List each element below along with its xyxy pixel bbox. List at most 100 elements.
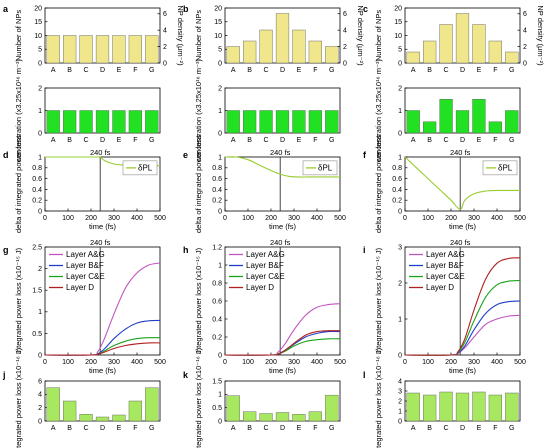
bar-G — [145, 387, 159, 422]
chart-title: 240 fs — [450, 148, 471, 157]
bar-G — [145, 35, 159, 64]
y-tick-label: 0 — [218, 418, 222, 425]
bar-B — [423, 394, 437, 422]
x-tick-label: C — [444, 67, 449, 74]
panel-letter-i: i — [363, 245, 366, 255]
x-tick-label: E — [297, 425, 302, 432]
x-tick-label: G — [509, 137, 514, 144]
x-tick-label: 500 — [334, 215, 346, 222]
right-tick-label: 0 — [343, 60, 347, 67]
plot-frame — [44, 156, 161, 212]
y-tick-label: 0.4 — [212, 187, 222, 194]
x-tick-label: 300 — [468, 215, 480, 222]
x-tick-label: 500 — [154, 359, 166, 366]
y-tick-label: 15 — [34, 19, 42, 26]
x-tick-label: 200 — [265, 359, 277, 366]
bar-G — [505, 110, 519, 134]
y-tick-label: 0 — [38, 130, 42, 137]
chart-title: 240 fs — [90, 148, 111, 157]
bar-D — [275, 13, 290, 64]
x-tick-label: G — [329, 425, 334, 432]
legend-label: Layer A&G — [246, 250, 285, 259]
x-tick-label: 100 — [242, 215, 254, 222]
bar-A — [46, 35, 60, 64]
x-tick-label: C — [84, 67, 89, 74]
x-tick-label: C — [84, 137, 89, 144]
x-tick-label: E — [117, 67, 122, 74]
x-axis-label: time (fs) — [269, 222, 297, 231]
x-tick-label: G — [509, 425, 514, 432]
x-tick-label: C — [264, 137, 269, 144]
legend-label: Layer A&G — [426, 250, 465, 259]
bar-A — [226, 110, 240, 134]
y-tick-label: 1 — [218, 108, 222, 115]
panel-letter-j: j — [2, 370, 6, 380]
bar-B — [63, 110, 77, 134]
bar-F — [128, 400, 142, 422]
legend-box — [122, 160, 158, 176]
y-axis-label: concentration (x3.25x10¹⁶ m⁻³) — [14, 59, 23, 162]
panel-j: j 0 2 4 6 Integrated power loss (x10⁻¹⁶ J) A B C… — [2, 347, 161, 448]
x-tick-label: 200 — [85, 359, 97, 366]
y-tick-label: 0 — [398, 60, 402, 67]
x-tick-label: 200 — [445, 215, 457, 222]
x-tick-label: C — [444, 425, 449, 432]
y-tick-label: 20 — [394, 5, 402, 12]
x-tick-label: 400 — [491, 215, 503, 222]
bar-B — [63, 400, 77, 422]
x-tick-label: E — [297, 137, 302, 144]
panel-l: l 0 1 2 3 4 Integrated power loss (x10⁻¹⁶ J) A B… — [363, 347, 521, 448]
right-tick-label: 2 — [343, 44, 347, 51]
x-tick-label: 0 — [43, 359, 47, 366]
plot-frame — [404, 156, 521, 212]
x-tick-label: F — [493, 425, 497, 432]
y-tick-label: 2 — [398, 280, 402, 287]
legend-label: Layer B&F — [426, 261, 464, 270]
x-tick-label: B — [427, 67, 432, 74]
bar-G — [325, 110, 339, 134]
y-tick-label: 20 — [34, 5, 42, 12]
x-tick-label: D — [280, 137, 285, 144]
y-tick-label: 2 — [398, 398, 402, 405]
y-axis-label: concentration (x3.25x10¹⁶ m⁻³) — [194, 59, 203, 162]
x-tick-label: 100 — [242, 359, 254, 366]
right-tick-label: 4 — [163, 28, 167, 35]
x-tick-label: 400 — [131, 359, 143, 366]
legend-box — [482, 160, 518, 176]
right-axis-label: NP density (μm⁻²) — [536, 5, 545, 66]
y-tick-label: 10 — [394, 33, 402, 40]
bar-B — [63, 35, 77, 64]
chart-title: 240 fs — [90, 238, 111, 247]
y-axis-label: Integrated power loss (x10⁻¹⁵ J) — [374, 247, 383, 354]
x-tick-label: F — [133, 137, 137, 144]
y-tick-label: 0 — [218, 352, 222, 359]
x-tick-label: F — [493, 137, 497, 144]
x-tick-label: A — [51, 137, 56, 144]
x-tick-label: D — [460, 67, 465, 74]
x-tick-label: G — [149, 137, 154, 144]
y-axis-label: Integrated power loss (x10⁻¹⁵ J) — [14, 247, 23, 354]
bar-E — [112, 414, 126, 422]
x-tick-label: C — [264, 67, 269, 74]
y-tick-label: 0.6 — [392, 176, 402, 183]
bar-E — [112, 110, 126, 134]
bar-F — [308, 40, 322, 64]
bar-C — [259, 110, 273, 134]
bar-B — [243, 40, 257, 64]
panel-letter-c: c — [363, 4, 368, 14]
y-tick-label: 5 — [218, 47, 222, 54]
x-tick-label: G — [329, 137, 334, 144]
series-line-0 — [404, 156, 520, 210]
plot-frame — [44, 380, 161, 422]
y-axis-label: Integrated power loss (x10⁻¹⁶ J) — [374, 347, 383, 448]
x-tick-label: D — [100, 137, 105, 144]
bar-G — [505, 392, 519, 422]
x-tick-label: 0 — [223, 359, 227, 366]
x-tick-label: E — [477, 137, 482, 144]
x-tick-label: E — [297, 67, 302, 74]
x-tick-label: G — [329, 67, 334, 74]
x-tick-label: 200 — [445, 359, 457, 366]
y-tick-label: 1.2 — [212, 244, 222, 251]
x-tick-label: F — [133, 67, 137, 74]
